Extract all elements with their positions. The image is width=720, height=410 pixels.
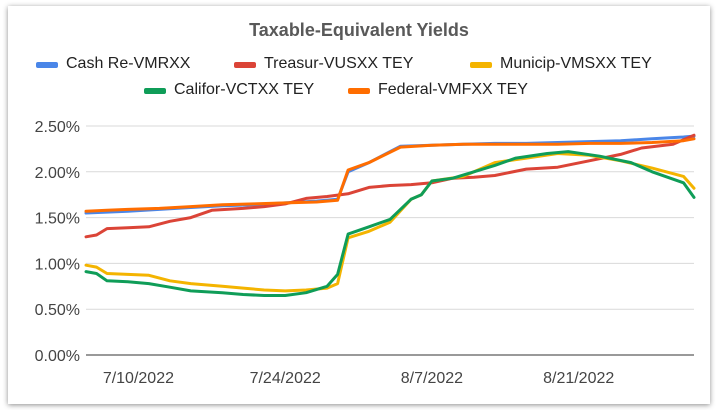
- gridlines: [86, 125, 694, 356]
- legend-swatch: [144, 88, 166, 94]
- legend-label: Federal-VMFXX TEY: [378, 81, 528, 98]
- legend-label: Cash Re-VMRXX: [66, 55, 191, 72]
- y-axis: 0.00% 0.50% 1.00% 1.50% 2.00% 2.50%: [35, 119, 80, 365]
- chart-title: Taxable-Equivalent Yields: [249, 20, 469, 40]
- legend-item[interactable]: Califor-VCTXX TEY: [144, 81, 315, 98]
- y-tick-label: 2.00%: [35, 165, 80, 182]
- x-tick-label: 8/7/2022: [401, 370, 463, 387]
- legend-label: Califor-VCTXX TEY: [174, 81, 315, 98]
- legend-swatch: [470, 62, 492, 68]
- y-tick-label: 2.50%: [35, 119, 80, 136]
- x-tick-label: 8/21/2022: [543, 370, 614, 387]
- y-tick-label: 1.50%: [35, 211, 80, 228]
- x-tick-label: 7/24/2022: [250, 370, 321, 387]
- legend-label: Treasur-VUSXX TEY: [264, 55, 414, 72]
- legend-swatch: [348, 88, 370, 94]
- series-line: [84, 133, 696, 239]
- series-line: [84, 152, 696, 293]
- x-tick-label: 7/10/2022: [103, 370, 174, 387]
- legend-swatch: [36, 62, 58, 68]
- series-line: [84, 137, 696, 213]
- series-line: [84, 134, 696, 215]
- line-chart: Taxable-Equivalent Yields Cash Re-VMRXX T…: [35, 20, 696, 387]
- legend: Cash Re-VMRXX Treasur-VUSXX TEY Municip-VM…: [36, 55, 652, 98]
- series-lines: [84, 133, 696, 297]
- y-tick-label: 0.00%: [35, 348, 80, 365]
- x-axis: 7/10/2022 7/24/2022 8/7/2022 8/21/2022: [103, 370, 615, 387]
- series-line: [84, 150, 696, 297]
- legend-item[interactable]: Treasur-VUSXX TEY: [234, 55, 414, 72]
- legend-item[interactable]: Municip-VMSXX TEY: [470, 55, 652, 72]
- legend-swatch: [234, 62, 256, 68]
- legend-item[interactable]: Cash Re-VMRXX: [36, 55, 191, 72]
- chart-card: Taxable-Equivalent Yields Cash Re-VMRXX T…: [8, 6, 710, 404]
- y-tick-label: 1.00%: [35, 256, 80, 273]
- y-tick-label: 0.50%: [35, 302, 80, 319]
- legend-label: Municip-VMSXX TEY: [500, 55, 652, 72]
- legend-item[interactable]: Federal-VMFXX TEY: [348, 81, 528, 98]
